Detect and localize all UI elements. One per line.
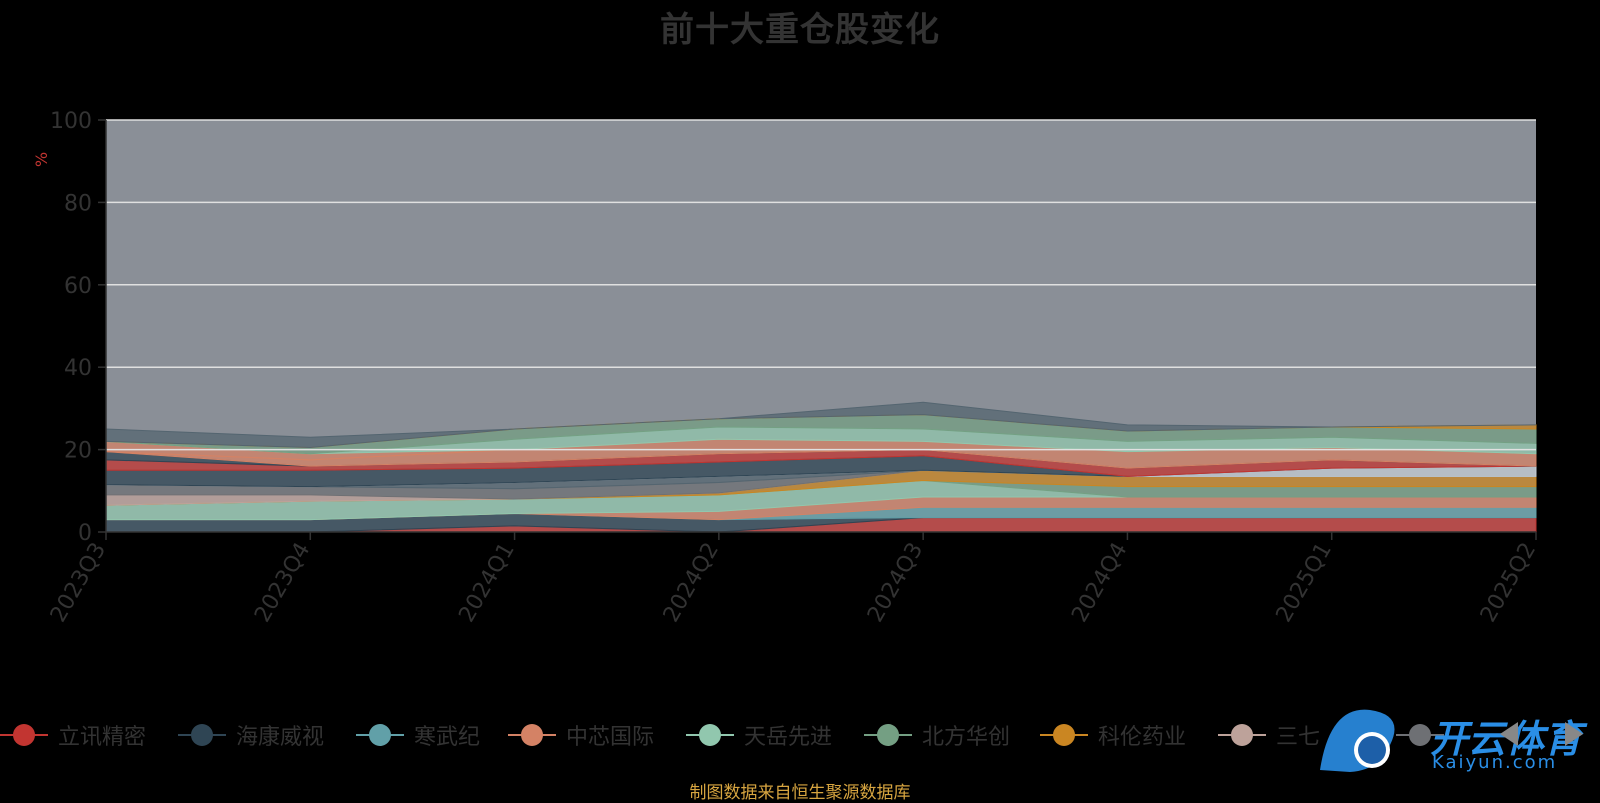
x-tick-label: 2024Q4	[1067, 539, 1132, 627]
x-tick-label: 2024Q3	[863, 539, 928, 627]
x-tick-label: 2025Q1	[1272, 539, 1337, 627]
legend-next-page-icon[interactable]	[1565, 722, 1583, 746]
legend-item[interactable]: 寒武纪	[356, 718, 480, 752]
legend-marker-icon	[0, 723, 48, 747]
y-tick-labels: 0 20 40 60 80 100	[50, 109, 92, 546]
x-tick-label: 2024Q2	[659, 539, 724, 627]
legend-label: 海康威视	[236, 725, 325, 750]
watermark-emblem-icon	[1320, 709, 1395, 772]
y-tick-label: 0	[78, 521, 92, 546]
y-tick-label: 20	[64, 439, 92, 464]
legend-marker-icon	[1040, 723, 1088, 747]
legend-label: 天岳先进	[744, 725, 833, 750]
legend-marker-icon	[864, 723, 912, 747]
y-axis-label: %	[32, 151, 52, 168]
legend-marker-icon	[178, 723, 226, 747]
y-tick-label: 40	[64, 356, 92, 381]
watermark-subtext: Kaiyun.com	[1432, 752, 1558, 773]
legend-marker-icon	[686, 723, 734, 747]
legend-item[interactable]: 立讯精密	[0, 718, 146, 752]
legend: 立讯精密 海康威视 寒武纪 中芯国际 天岳先进 北方华创 科伦药业 三七	[0, 718, 1600, 752]
legend-prev-page-icon[interactable]	[1500, 722, 1518, 746]
grid-lines	[98, 119, 1536, 533]
legend-item[interactable]: 海康威视	[178, 718, 324, 752]
legend-marker-icon	[508, 723, 556, 747]
legend-label: 中芯国际	[566, 725, 655, 750]
legend-label: 三七	[1276, 725, 1321, 750]
x-tick-label: 2023Q3	[46, 539, 111, 627]
x-tick-labels: 2023Q3 2023Q4 2024Q1 2024Q2 2024Q3 2024Q4 2025…	[46, 532, 1541, 627]
legend-marker-icon	[1218, 723, 1266, 747]
x-tick-label: 2023Q4	[250, 539, 315, 627]
legend-label: 北方华创	[922, 725, 1011, 750]
legend-item[interactable]: 三七	[1218, 718, 1320, 752]
legend-marker-icon	[1396, 723, 1444, 747]
y-tick-label: 60	[64, 274, 92, 299]
x-tick-label: 2025Q2	[1476, 539, 1541, 627]
area-series-19	[105, 401, 1537, 449]
legend-label: 立讯精密	[58, 725, 147, 750]
legend-item[interactable]: 科伦药业	[1040, 718, 1186, 752]
legend-label: 科伦药业	[1098, 725, 1187, 750]
chart-title: 前十大重仓股变化	[660, 10, 940, 50]
legend-item[interactable]	[1396, 718, 1454, 752]
legend-item[interactable]: 天岳先进	[686, 718, 832, 752]
y-tick-label: 80	[64, 191, 92, 216]
legend-item[interactable]: 北方华创	[864, 718, 1010, 752]
legend-item[interactable]: 中芯国际	[508, 718, 654, 752]
legend-marker-icon	[356, 723, 404, 747]
data-source-note: 制图数据来自恒生聚源数据库	[689, 783, 911, 803]
watermark-logo: 开云体育 Kaiyun.com	[1310, 700, 1590, 780]
legend-label: 寒武纪	[414, 725, 481, 750]
x-tick-label: 2024Q1	[454, 539, 519, 627]
axes	[105, 120, 1536, 533]
y-tick-label: 100	[50, 109, 92, 134]
